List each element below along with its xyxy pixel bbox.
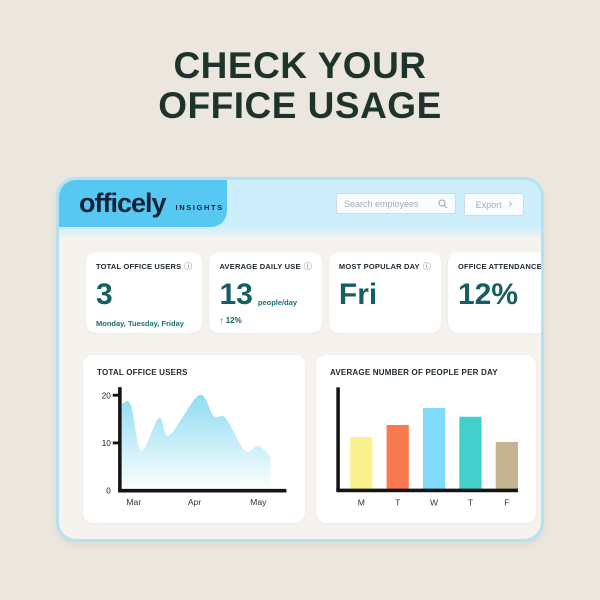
stat-value: Fri bbox=[338, 278, 378, 311]
area-chart: 20 10 0 Mar Apr May bbox=[102, 387, 287, 507]
stat-value: 12% bbox=[457, 278, 518, 311]
x-tick-label: May bbox=[250, 497, 267, 507]
y-tick-label: 0 bbox=[106, 487, 111, 496]
x-tick-label: T bbox=[468, 498, 474, 508]
stat-value: 3 bbox=[96, 278, 113, 311]
stat-label: MOST POPULAR DAY ⓘ bbox=[339, 261, 431, 272]
page-title-line1: CHECK YOUR bbox=[173, 45, 427, 86]
chevron-right-icon: › bbox=[508, 198, 513, 210]
x-tick-label: F bbox=[504, 498, 509, 508]
stat-delta: ↑ 12% bbox=[219, 316, 242, 325]
stat-label: OFFICE ATTENDANCE ⓘ bbox=[457, 261, 542, 272]
stat-label: TOTAL OFFICE USERS ⓘ bbox=[96, 261, 192, 272]
x-tick-label: W bbox=[430, 498, 439, 508]
search-input[interactable]: Search employees bbox=[336, 193, 456, 214]
info-icon[interactable]: ⓘ bbox=[184, 262, 193, 271]
bar-chart-card: AVERAGE NUMBER OF PEOPLE PER DAY M T W T F bbox=[316, 355, 536, 523]
stat-card-most-popular-day: MOST POPULAR DAY ⓘ Fri bbox=[328, 252, 441, 333]
bar bbox=[350, 437, 373, 491]
header-actions: Search employees Export › bbox=[336, 193, 524, 216]
stat-subtitle: Monday, Tuesday, Friday bbox=[96, 319, 184, 328]
officely-logo: officely bbox=[79, 188, 167, 218]
info-icon[interactable]: ⓘ bbox=[303, 262, 312, 271]
stat-card-office-attendance: OFFICE ATTENDANCE ⓘ 12% bbox=[447, 252, 542, 333]
bar bbox=[422, 407, 446, 491]
charts-row: TOTAL OFFICE USERS 20 10 0 Mar Apr May AVERAG… bbox=[83, 355, 536, 523]
stats-row: TOTAL OFFICE USERS ⓘ 3 Monday, Tuesday, … bbox=[86, 252, 541, 333]
bar bbox=[386, 424, 409, 491]
area-chart-title: TOTAL OFFICE USERS bbox=[97, 368, 188, 377]
bar-chart-title: AVERAGE NUMBER OF PEOPLE PER DAY bbox=[330, 368, 498, 377]
x-tick-label: T bbox=[395, 498, 401, 508]
export-label: Export bbox=[475, 199, 502, 210]
bar bbox=[495, 441, 518, 491]
app-header: officely INSIGHTS Search employees Expor… bbox=[59, 180, 541, 227]
y-tick-label: 20 bbox=[102, 391, 112, 400]
area-series bbox=[121, 394, 271, 491]
stat-label-text: AVERAGE DAILY USE bbox=[219, 262, 301, 271]
x-tick-label: M bbox=[358, 498, 365, 508]
bar bbox=[459, 416, 482, 491]
stat-value-row: 13 people/day bbox=[219, 280, 311, 310]
x-tick-label: Apr bbox=[188, 497, 202, 507]
insights-window: officely INSIGHTS Search employees Expor… bbox=[56, 177, 544, 542]
stat-value: 13 bbox=[219, 278, 253, 311]
logo-block: officely INSIGHTS bbox=[59, 180, 227, 227]
export-button[interactable]: Export › bbox=[464, 193, 524, 216]
page-title-line2: OFFICE USAGE bbox=[158, 85, 442, 126]
stat-label-text: MOST POPULAR DAY bbox=[338, 262, 420, 271]
product-name-insights: INSIGHTS bbox=[175, 202, 224, 212]
page-title: CHECK YOUR OFFICE USAGE bbox=[0, 0, 600, 126]
search-icon bbox=[438, 198, 448, 208]
area-chart-card: TOTAL OFFICE USERS 20 10 0 Mar Apr May bbox=[83, 355, 305, 523]
search-placeholder: Search employees bbox=[344, 198, 419, 209]
header-fade bbox=[59, 227, 541, 239]
x-tick-label: Mar bbox=[126, 497, 141, 507]
stat-unit: people/day bbox=[257, 298, 298, 307]
stat-card-total-office-users: TOTAL OFFICE USERS ⓘ 3 Monday, Tuesday, … bbox=[86, 252, 203, 333]
info-icon[interactable]: ⓘ bbox=[422, 262, 431, 271]
y-tick-label: 10 bbox=[102, 439, 112, 448]
stat-card-average-daily-use: AVERAGE DAILY USE ⓘ 13 people/day ↑ 12% bbox=[209, 252, 322, 333]
stat-label: AVERAGE DAILY USE ⓘ bbox=[219, 261, 311, 272]
stat-label-text: OFFICE ATTENDANCE bbox=[457, 262, 542, 271]
stat-label-text: TOTAL OFFICE USERS bbox=[96, 262, 182, 271]
